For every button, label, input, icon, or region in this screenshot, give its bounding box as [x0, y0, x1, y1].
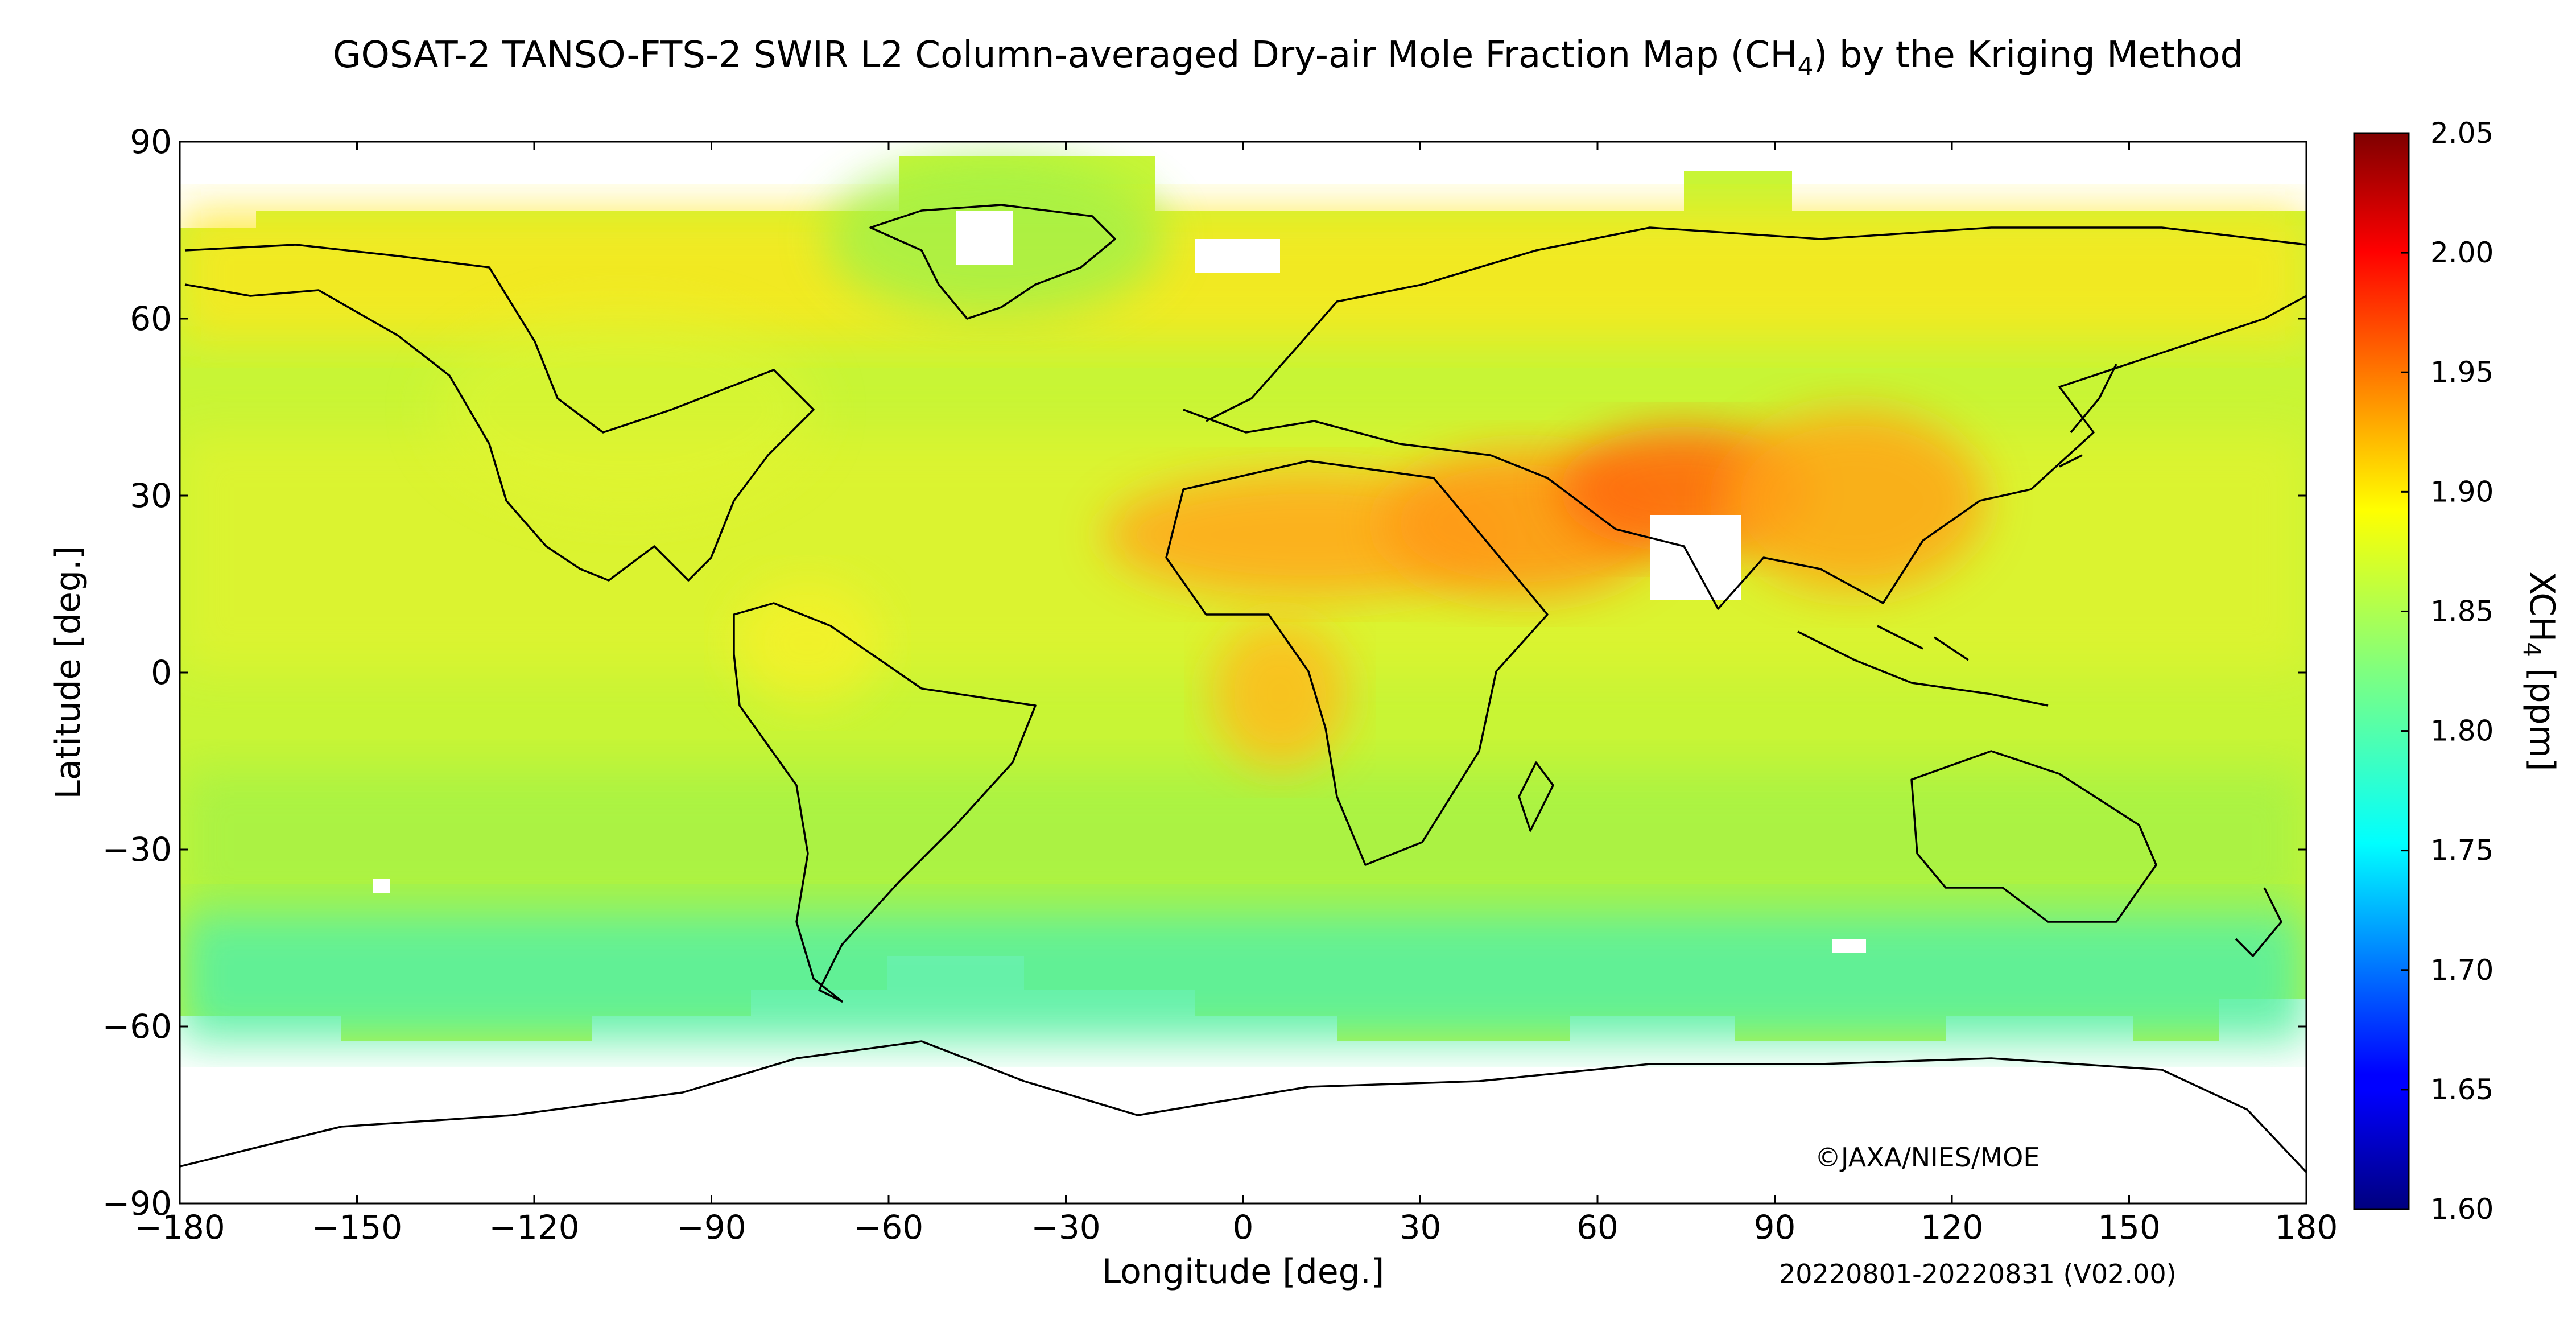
- x-axis: −180 −150 −120 −90 −60 −30 0 30 60 90 120 150 180: [134, 142, 2338, 1247]
- x-tick-label: −90: [676, 1208, 746, 1247]
- x-tick-label: 150: [2098, 1208, 2161, 1247]
- x-tick-label: −150: [312, 1208, 402, 1247]
- y-tick-label: 30: [130, 476, 172, 515]
- colorbar-tick-label: 1.95: [2430, 356, 2494, 389]
- colorbar-tick-label: 1.70: [2430, 954, 2494, 987]
- coast-indonesia: [1797, 625, 2049, 707]
- colorbar-tick-label: 1.90: [2430, 475, 2494, 508]
- xch4-field: [180, 156, 2306, 1041]
- x-tick-label: 30: [1400, 1208, 1442, 1247]
- field-central-africa: [1212, 620, 1348, 768]
- x-tick-label: −180: [134, 1208, 225, 1247]
- gap-greenland: [956, 211, 1013, 265]
- coast-new-zealand: [2235, 887, 2282, 957]
- x-tick-label: 180: [2275, 1208, 2338, 1247]
- field-arctic: [180, 211, 2306, 341]
- y-tick-label: 90: [130, 122, 172, 161]
- colorbar-tick-label: 1.85: [2430, 595, 2494, 628]
- y-tick-label: −90: [102, 1184, 172, 1223]
- map-area: [180, 142, 2306, 1203]
- colorbar-axis: 2.05 2.00 1.95 1.90 1.85 1.80 1.75 1.70 1.65 1.60: [2401, 117, 2494, 1226]
- y-tick-label: −30: [102, 830, 172, 869]
- colorbar-tick-label: 1.80: [2430, 715, 2494, 748]
- coast-japan: [2059, 364, 2117, 468]
- x-tick-label: 60: [1576, 1208, 1619, 1247]
- x-tick-label: −60: [854, 1208, 923, 1247]
- gap-india: [1650, 515, 1741, 600]
- coast-australia: [1910, 750, 2157, 923]
- y-tick-label: 0: [151, 653, 172, 692]
- gap-south-atlantic: [1832, 939, 1866, 953]
- coastlines: [180, 204, 2306, 1173]
- x-tick-label: −30: [1031, 1208, 1100, 1247]
- coast-greenland: [869, 204, 1116, 320]
- field-north-america: [432, 307, 819, 512]
- coast-madagascar: [1518, 761, 1554, 832]
- y-tick-label: −60: [102, 1007, 172, 1046]
- colorbar-label: XCH4 [ppm]: [2518, 572, 2562, 772]
- coast-north-america: [184, 244, 815, 582]
- coast-eurasia: [1183, 226, 2306, 610]
- colorbar-tick-label: 1.75: [2430, 834, 2494, 867]
- x-tick-label: −120: [489, 1208, 579, 1247]
- x-tick-label: 90: [1754, 1208, 1796, 1247]
- colorbar-tick-label: 1.65: [2430, 1073, 2494, 1106]
- field-amazon: [734, 580, 882, 706]
- x-tick-label: 0: [1233, 1208, 1254, 1247]
- colorbar-tick-label: 2.00: [2430, 236, 2494, 269]
- field-china: [1724, 410, 1985, 592]
- colorbar-tick-label: 1.60: [2430, 1193, 2494, 1226]
- gap-pacific-south: [373, 879, 390, 893]
- period-version-text: 20220801-20220831 (V02.00): [1779, 1259, 2177, 1289]
- y-axis: 90 60 30 0 −30 −60 −90: [102, 122, 2306, 1223]
- field-south-mid: [180, 768, 2306, 916]
- x-axis-label: Longitude [deg.]: [1102, 1252, 1384, 1292]
- colorbar: [2353, 132, 2410, 1210]
- colorbar-tick-label: 2.05: [2430, 117, 2494, 150]
- gap-europe-north: [1195, 239, 1280, 273]
- credit-text: ©JAXA/NIES/MOE: [1815, 1142, 2040, 1173]
- y-tick-label: 60: [130, 299, 172, 338]
- coast-antarctica: [180, 1040, 2306, 1173]
- x-tick-label: 120: [1921, 1208, 1984, 1247]
- coast-south-america: [733, 602, 1037, 1003]
- y-axis-label: Latitude [deg.]: [48, 546, 88, 799]
- coast-africa: [1165, 460, 1549, 866]
- chart-title: GOSAT-2 TANSO-FTS-2 SWIR L2 Column-avera…: [333, 34, 2243, 81]
- field-south-ocean: [180, 910, 2306, 1041]
